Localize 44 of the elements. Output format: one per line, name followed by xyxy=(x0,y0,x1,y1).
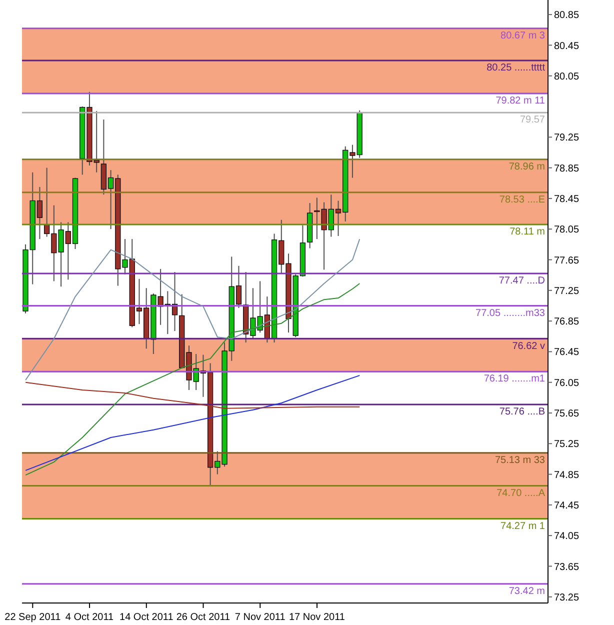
ref-line-label: 73.42 m xyxy=(508,586,545,597)
ref-line-label: 76.19 .......m1 xyxy=(484,374,546,385)
y-tick-label: 73.65 xyxy=(554,562,580,573)
line-series xyxy=(25,282,360,476)
ref-line-label: 76.62 v xyxy=(512,340,545,352)
ref-line-label: 74.27 m 1 xyxy=(500,520,546,532)
y-tick-label: 80.85 xyxy=(554,10,580,22)
ref-line-label: 79.82 m 11 xyxy=(496,96,546,107)
y-tick-label: 80.45 xyxy=(554,40,580,52)
y-tick-label: 79.25 xyxy=(554,132,580,144)
ref-line-label: 75.13 m 33 xyxy=(494,454,546,466)
ref-line-label: 74.70 .....A xyxy=(496,488,546,499)
x-tick-label: 26 Oct 2011 xyxy=(176,612,231,623)
ref-line-label: 80.67 m 3 xyxy=(500,30,546,42)
line-series xyxy=(25,238,360,381)
y-tick-label: 74.85 xyxy=(554,470,580,481)
y-tick-label: 77.65 xyxy=(554,255,580,266)
ref-line-label: 78.11 m xyxy=(510,226,545,238)
y-tick-label: 75.25 xyxy=(554,439,580,450)
y-tick-label: 73.25 xyxy=(554,592,580,604)
x-tick-label: 7 Nov 2011 xyxy=(234,612,286,623)
ref-line-label: 77.47 ....D xyxy=(498,276,545,287)
x-tick-label: 17 Nov 2011 xyxy=(289,612,346,623)
x-tick-label: 4 Oct 2011 xyxy=(65,612,114,623)
y-tick-label: 75.65 xyxy=(554,408,580,420)
y-tick-label: 76.45 xyxy=(554,347,580,358)
x-tick-label: 14 Oct 2011 xyxy=(120,612,174,623)
y-tick-label: 80.05 xyxy=(554,71,580,82)
y-tick-label: 78.05 xyxy=(554,224,580,236)
y-tick-label: 77.25 xyxy=(554,286,580,297)
ref-line-label: 80.25 ......ttttt xyxy=(486,62,546,74)
x-tick-label: 22 Sep 2011 xyxy=(4,612,62,623)
ref-line-label: 75.76 ....B xyxy=(499,406,546,418)
ref-line-label: 77.05 ........m33 xyxy=(476,308,546,319)
ref-line-label: 79.57 xyxy=(520,114,546,126)
ref-line-label: 78.96 m xyxy=(508,161,545,172)
line-series xyxy=(25,374,360,471)
y-tick-label: 76.05 xyxy=(554,378,580,389)
y-tick-label: 74.05 xyxy=(554,531,580,542)
ref-line-label: 78.53 ....E xyxy=(499,194,546,206)
y-tick-label: 74.45 xyxy=(554,500,580,512)
y-tick-label: 78.45 xyxy=(554,194,580,205)
y-tick-label: 78.85 xyxy=(554,163,580,174)
y-tick-label: 76.85 xyxy=(554,316,580,328)
